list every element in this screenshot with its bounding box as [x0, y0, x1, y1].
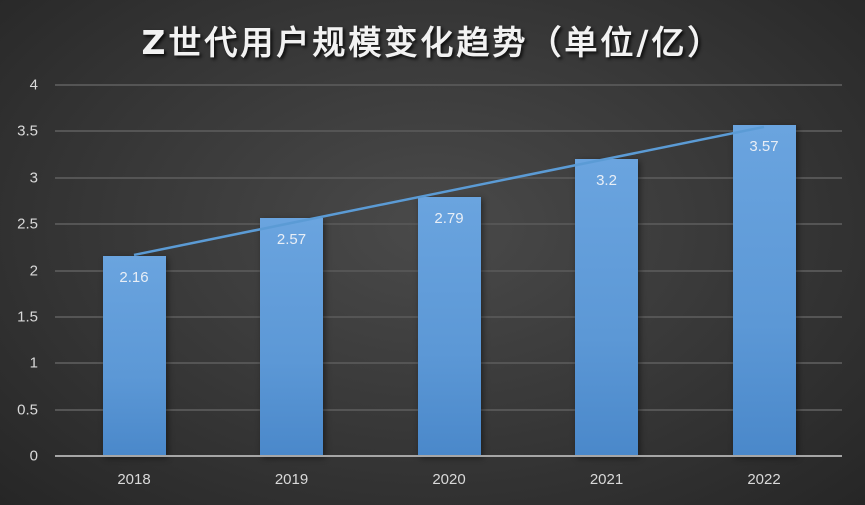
- data-label: 3.2: [596, 172, 617, 190]
- data-label: 3.57: [749, 137, 779, 155]
- y-axis-tick-label: 3.5: [17, 122, 38, 140]
- bar-2019: [260, 217, 323, 456]
- y-axis-tick-label: 2: [29, 262, 38, 279]
- gridline: [55, 130, 842, 133]
- gridline: [55, 176, 842, 179]
- bar-2022: [732, 124, 796, 456]
- y-axis-tick-label: 1.5: [17, 308, 38, 326]
- data-label: 2.57: [276, 230, 307, 248]
- bar-2021: [575, 159, 638, 456]
- x-axis-tick-label: 2018: [117, 471, 151, 488]
- bar-2020: [417, 197, 481, 456]
- bar-2018: [102, 255, 166, 456]
- x-axis-tick-label: 2021: [589, 471, 624, 488]
- x-axis-tick-label: 2019: [274, 471, 309, 488]
- data-label: 2.16: [119, 268, 149, 286]
- y-axis-tick-label: 2.5: [17, 215, 38, 233]
- y-axis-tick-label: 4: [29, 76, 38, 94]
- x-axis-tick-label: 2022: [747, 471, 781, 488]
- y-axis-tick-label: 0.5: [17, 401, 38, 419]
- y-axis-tick-label: 3: [29, 169, 38, 187]
- y-axis-tick-label: 1: [29, 354, 38, 372]
- y-axis-tick-label: 0: [29, 447, 38, 465]
- x-axis-line: [55, 455, 842, 457]
- data-label: 2.79: [434, 210, 464, 228]
- chart-title: Z世代用户规模变化趋势（单位/亿）: [141, 23, 724, 62]
- x-axis-tick-label: 2020: [432, 471, 466, 488]
- gridline: [55, 84, 842, 86]
